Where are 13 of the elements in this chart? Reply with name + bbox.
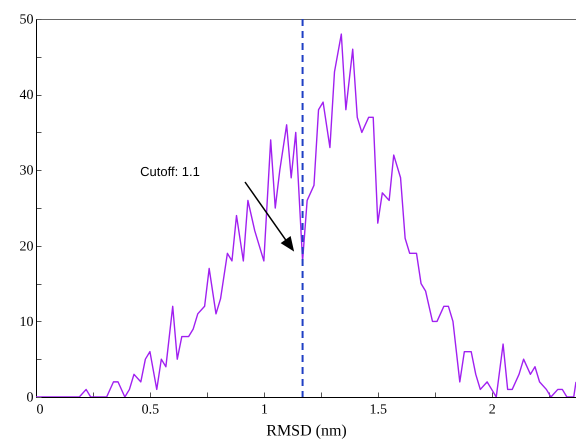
annotation: Cutoff: 1.1 (140, 164, 200, 179)
x-tick-label: 0 (36, 402, 44, 418)
x-axis-title: RMSD (nm) (266, 422, 347, 440)
x-tick-label: 1 (260, 402, 268, 418)
x-tick-label: 1.5 (370, 402, 388, 418)
y-tick-label: 30 (20, 164, 34, 179)
x-tick-label: 2 (488, 402, 496, 418)
y-tick-label: 20 (20, 239, 34, 254)
y-tick-label: 50 (20, 12, 34, 28)
y-tick-label: 10 (20, 314, 34, 330)
y-tick-label: 0 (26, 390, 34, 406)
x-tick-label: 0.5 (142, 402, 160, 418)
y-tick-label: 40 (20, 88, 34, 104)
